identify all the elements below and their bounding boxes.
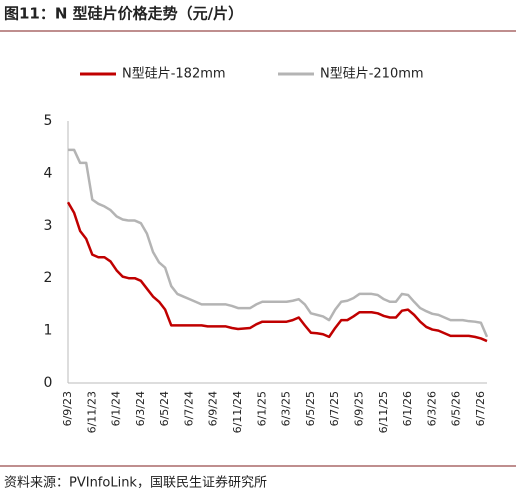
x-tick-label: 6/5/26: [450, 391, 463, 426]
series-line: [66, 201, 488, 343]
x-tick-label: 6/1/25: [255, 391, 268, 426]
x-tick-label: 6/9/23: [61, 391, 74, 426]
x-tick-label: 6/9/25: [352, 391, 365, 426]
y-tick-label: 5: [44, 113, 53, 129]
y-tick-label: 1: [44, 323, 53, 339]
legend-label: N型硅片-210mm: [320, 67, 424, 82]
source: 资料来源：PVInfoLink，国联民生证券研究所: [4, 475, 267, 491]
x-tick-label: 6/7/25: [328, 391, 341, 426]
chart-title: 图11：N 型硅片价格走势（元/片）: [4, 5, 243, 23]
x-tick-label: 6/1/26: [401, 391, 414, 426]
x-tick-label: 6/7/26: [474, 391, 487, 426]
x-tick-label: 6/5/25: [304, 391, 317, 426]
x-tick-label: 6/9/24: [207, 391, 220, 426]
y-tick-label: 0: [44, 375, 53, 391]
y-tick-label: 3: [44, 218, 53, 234]
series-line: [68, 148, 489, 338]
x-tick-label: 6/7/24: [182, 391, 195, 426]
y-tick-label: 2: [44, 270, 53, 286]
x-tick-label: 6/5/24: [158, 391, 171, 426]
x-tick-label: 6/1/24: [110, 391, 123, 426]
x-tick-label: 6/11/24: [231, 391, 244, 433]
legend-label: N型硅片-182mm: [122, 67, 226, 82]
x-tick-label: 6/3/24: [134, 391, 147, 426]
x-tick-label: 6/11/23: [85, 391, 98, 433]
x-tick-label: 6/11/25: [377, 391, 390, 433]
x-tick-label: 6/3/25: [280, 391, 293, 426]
y-tick-label: 4: [44, 165, 53, 181]
x-tick-label: 6/3/26: [425, 391, 438, 426]
